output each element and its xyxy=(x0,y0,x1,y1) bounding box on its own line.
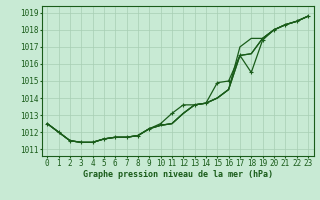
X-axis label: Graphe pression niveau de la mer (hPa): Graphe pression niveau de la mer (hPa) xyxy=(83,170,273,179)
